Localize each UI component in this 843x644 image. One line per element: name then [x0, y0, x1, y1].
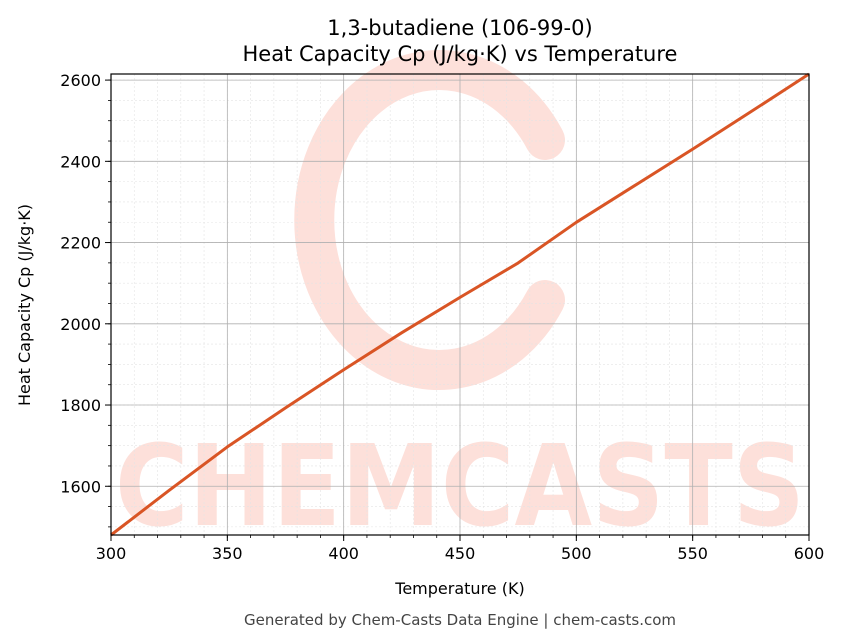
x-tick-label: 400: [328, 544, 359, 563]
footer-credit: Generated by Chem-Casts Data Engine | ch…: [244, 611, 676, 629]
x-tick-label: 550: [677, 544, 708, 563]
x-tick-label: 450: [445, 544, 476, 563]
x-tick-label: 350: [212, 544, 243, 563]
series-layer: [110, 72, 810, 537]
y-tick-label: 1600: [60, 477, 101, 496]
y-tick-label: 2400: [60, 152, 101, 171]
chart-title-line1: 1,3-butadiene (106-99-0): [327, 16, 592, 40]
y-tick-label: 2600: [60, 71, 101, 90]
y-axis-label: Heat Capacity Cp (J/kg·K): [15, 204, 34, 406]
axis-ticks: [105, 79, 810, 541]
x-tick-label: 300: [96, 544, 127, 563]
y-tick-label: 2000: [60, 315, 101, 334]
y-tick-labels: 1600 1800 2000 2200 2400 2600: [60, 71, 101, 496]
y-tick-label: 2200: [60, 234, 101, 253]
x-tick-labels: 300 350 400 450 500 550 600: [96, 544, 825, 563]
major-grid: [110, 74, 810, 535]
y-tick-label: 1800: [60, 396, 101, 415]
x-axis-label: Temperature (K): [394, 579, 524, 598]
x-tick-label: 600: [794, 544, 825, 563]
series-line-cp: [110, 72, 810, 537]
chart-title-line2: Heat Capacity Cp (J/kg·K) vs Temperature: [243, 42, 678, 66]
x-tick-label: 500: [561, 544, 592, 563]
